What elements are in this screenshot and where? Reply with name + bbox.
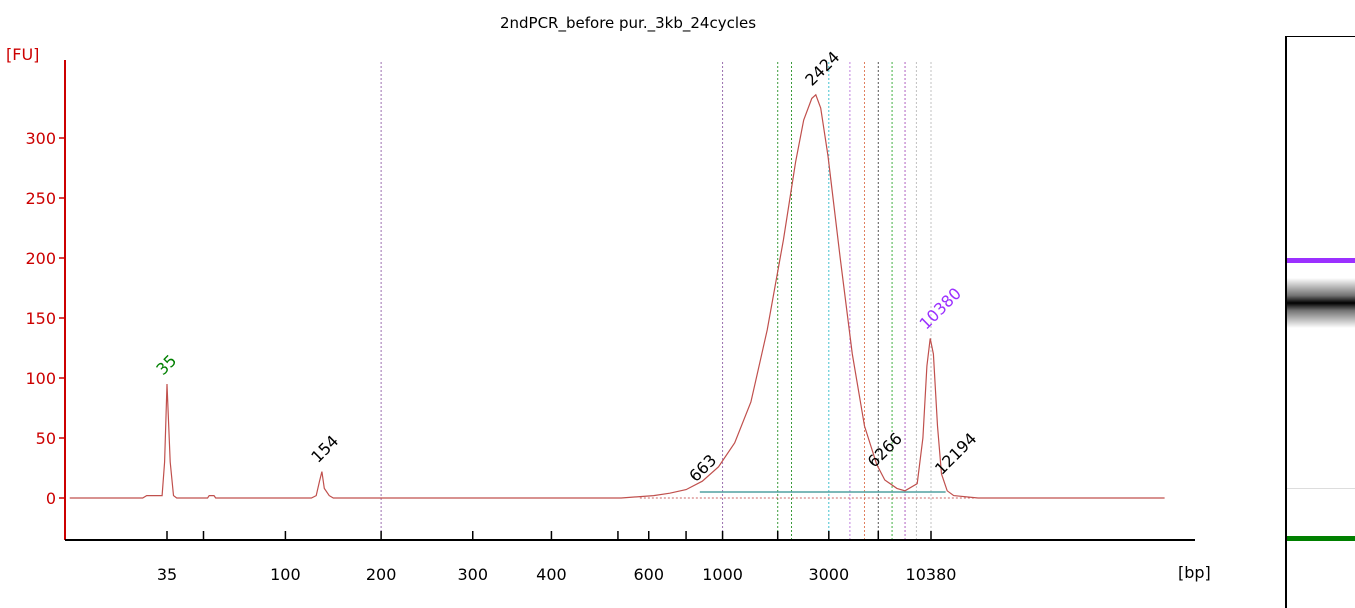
- chart-title: 2ndPCR_before pur._3kb_24cycles: [500, 14, 756, 33]
- y-tick-label: 300: [25, 129, 56, 148]
- electropherogram-chart: 2ndPCR_before pur._3kb_24cycles [FU] [bp…: [6, 14, 1211, 584]
- peak-label: 6266: [864, 429, 906, 471]
- x-tick-label: 300: [457, 565, 488, 584]
- y-tick-label: 150: [25, 309, 56, 328]
- marker-lines: [380, 62, 932, 540]
- peak-label: 2424: [801, 47, 843, 89]
- x-tick-label: 600: [633, 565, 664, 584]
- gel-band-faint: [1287, 488, 1355, 490]
- x-tick-label: 100: [270, 565, 301, 584]
- series-line: [69, 93, 1165, 499]
- x-axis-label: [bp]: [1178, 563, 1211, 582]
- gel-lane: [1285, 36, 1355, 608]
- x-tick-label: 400: [536, 565, 567, 584]
- y-axis-label: [FU]: [6, 45, 39, 64]
- y-tick-label: 200: [25, 249, 56, 268]
- y-tick-label: 50: [36, 429, 56, 448]
- x-tick-label: 3000: [808, 565, 849, 584]
- y-tick-label: 250: [25, 189, 56, 208]
- peak-label: 35: [152, 351, 180, 379]
- axes: 0 50 100 150 200 250 300 35 100 200 300 400 600 1000 3…: [25, 60, 1195, 584]
- gel-band-sample: [1287, 277, 1355, 328]
- peak-label: 10380: [916, 284, 965, 333]
- x-tick-label: 1000: [702, 565, 743, 584]
- series-trace: [69, 93, 1165, 499]
- x-tick-label: 10380: [906, 565, 957, 584]
- region-bar: [639, 491, 986, 499]
- x-tick-label: 35: [157, 565, 177, 584]
- y-tick-label: 100: [25, 369, 56, 388]
- y-tick-label: 0: [46, 489, 56, 508]
- peak-label: 663: [685, 451, 720, 486]
- x-tick-label: 200: [366, 565, 397, 584]
- gel-band-marker: [1287, 257, 1355, 263]
- gel-band-marker: [1287, 536, 1355, 542]
- peak-label: 154: [307, 431, 342, 466]
